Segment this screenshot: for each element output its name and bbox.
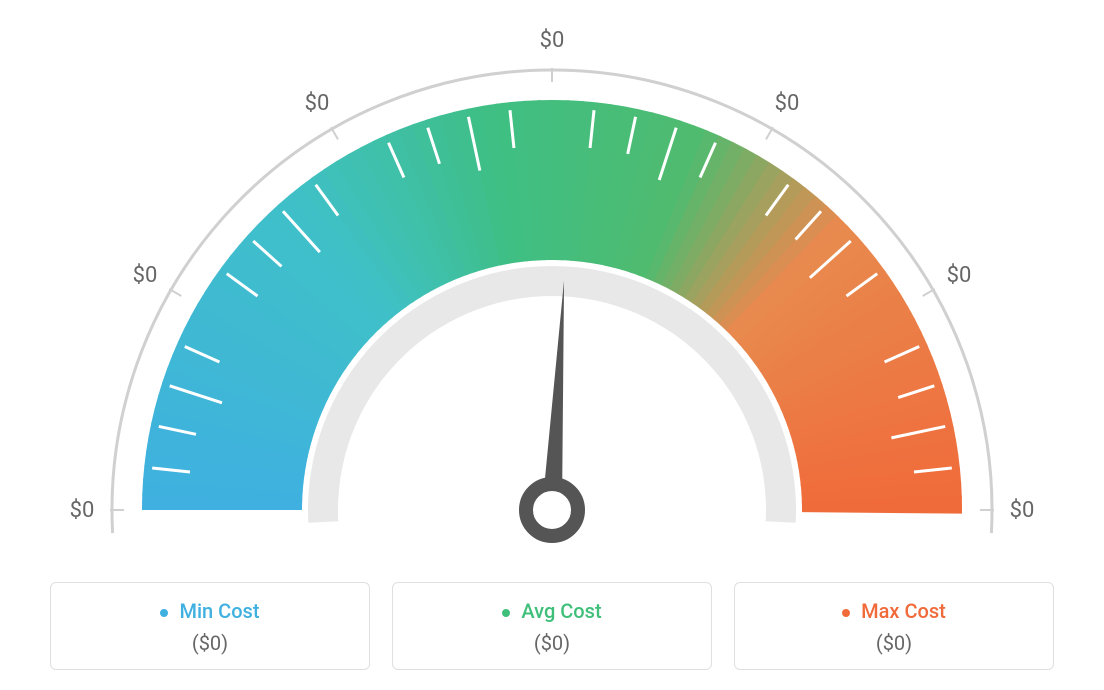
gauge-needle <box>542 280 564 510</box>
legend-min-title: Min Cost <box>51 599 369 623</box>
legend-max-label: Max Cost <box>861 599 946 623</box>
gauge-tick-label: $0 <box>1010 498 1035 523</box>
legend-max-value: ($0) <box>735 631 1053 655</box>
legend-max-title: Max Cost <box>735 599 1053 623</box>
cost-gauge: $0 $0 $0 $0 $0 $0 $0 <box>52 10 1052 570</box>
gauge-tick-label: $0 <box>70 498 95 523</box>
dot-icon <box>842 609 850 617</box>
gauge-tick-label: $0 <box>947 263 972 288</box>
legend-card-min: Min Cost ($0) <box>50 582 370 670</box>
legend-card-max: Max Cost ($0) <box>734 582 1054 670</box>
gauge-tick-label: $0 <box>133 263 158 288</box>
gauge-hub <box>526 484 578 536</box>
legend-avg-value: ($0) <box>393 631 711 655</box>
legend-min-label: Min Cost <box>179 599 259 623</box>
legend-min-value: ($0) <box>51 631 369 655</box>
gauge-tick-label: $0 <box>305 91 330 116</box>
gauge-tick-label: $0 <box>775 91 800 116</box>
gauge-tick-label: $0 <box>540 28 565 53</box>
dot-icon <box>160 609 168 617</box>
legend-card-avg: Avg Cost ($0) <box>392 582 712 670</box>
dot-icon <box>502 609 510 617</box>
legend-avg-title: Avg Cost <box>393 599 711 623</box>
gauge-svg: $0 $0 $0 $0 $0 $0 $0 <box>52 10 1052 570</box>
legend-row: Min Cost ($0) Avg Cost ($0) Max Cost ($0… <box>50 582 1054 670</box>
legend-avg-label: Avg Cost <box>521 599 601 623</box>
